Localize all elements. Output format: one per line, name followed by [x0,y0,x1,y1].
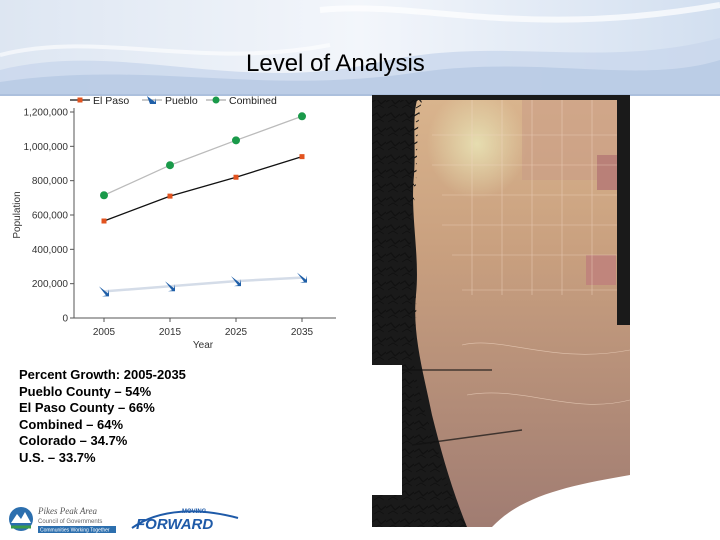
ppacg-subname: Council of Governments [38,519,102,525]
ppacg-tagline: Communities Working Together [40,528,110,534]
growth-el-paso: El Paso County – 66% [19,400,155,415]
legend-marker-combined [212,96,220,104]
legend-marker-el-paso [77,97,83,103]
combined-line [103,115,303,196]
moving-forward-logo: MOVING FORWARD [131,509,239,533]
pueblo-point [297,272,307,283]
combined-point [100,191,108,200]
growth-colorado: Colorado – 34.7% [19,433,128,448]
x-tick-label: 2035 [291,327,314,338]
header-banner [0,0,720,96]
population-map [372,95,630,527]
growth-combined: Combined – 64% [19,416,124,432]
y-tick-label: 800,000 [32,176,69,187]
moving-forward-top: MOVING [182,509,207,515]
y-tick-label: 200,000 [32,279,69,290]
combined-point [166,161,174,170]
y-axis: 0 200,000 400,000 600,000 800,000 1,000,000 1,… [12,108,75,325]
y-tick-label: 600,000 [32,211,69,222]
pueblo-line [103,276,303,293]
population-chart: El Paso Pueblo Combined 0 200,000 400,000 600… [12,95,336,350]
y-tick-label: 1,000,000 [24,142,69,153]
y-axis-label: Population [12,191,23,238]
x-axis: 2005 2015 2025 2035 Year [74,317,336,350]
el-paso-line [103,156,303,222]
x-axis-label: Year [193,340,214,350]
growth-pueblo: Pueblo County – 54% [19,383,152,399]
ppacg-logo: Pikes Peak Area Council of Governments C… [9,506,116,534]
y-tick-label: 1,200,000 [24,108,69,119]
y-tick-label: 0 [62,314,68,325]
moving-forward-main: FORWARD [136,516,213,533]
legend-label-combined: Combined [229,95,277,107]
pueblo-point [99,286,109,297]
legend-label-pueblo: Pueblo [165,95,198,107]
el-paso-point [299,154,305,160]
y-tick-label: 400,000 [32,245,69,256]
combined-point [232,136,240,145]
growth-heading: Percent Growth: 2005-2035 [19,367,186,382]
plot-area [99,112,307,297]
slide-title: Level of Analysis [246,50,425,77]
el-paso-point [101,218,107,224]
legend-label-el-paso: El Paso [93,95,129,107]
x-tick-label: 2025 [225,327,248,338]
chart-legend: El Paso Pueblo Combined [70,95,277,107]
pueblo-point [165,281,175,292]
el-paso-point [233,174,239,180]
growth-us: U.S. – 33.7% [19,449,96,465]
x-tick-label: 2005 [93,327,116,338]
combined-point [298,112,306,121]
legend-marker-pueblo [147,96,156,104]
percent-growth-list: Percent Growth: 2005-2035 Pueblo County … [19,367,186,466]
x-tick-label: 2015 [159,327,182,338]
ppacg-name: Pikes Peak Area [37,506,97,516]
el-paso-point [167,193,173,199]
pueblo-point [231,276,241,287]
